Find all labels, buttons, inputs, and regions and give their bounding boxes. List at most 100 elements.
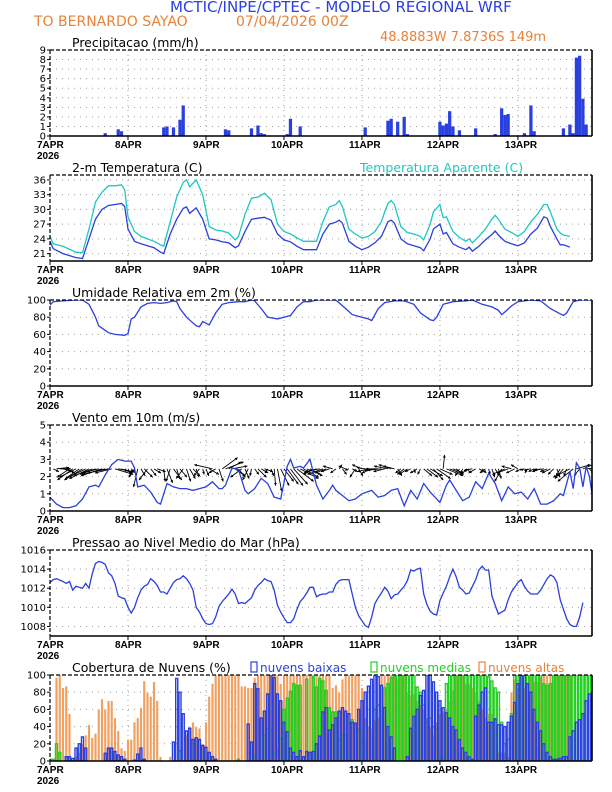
precip-bar [249,128,254,136]
wind-vector-head [435,474,439,478]
wind-vector-head [338,465,342,469]
y-tick-label: 5 [40,84,46,95]
wind-vector-head [194,463,198,467]
y-tick-label: 24 [33,234,46,245]
wind-vector-head [349,474,353,478]
x-tick-label: 12APR [427,390,460,401]
legend-label-nuvens-baixas: nuvens baixas [260,661,346,675]
wind-vector-head [184,474,187,478]
wind-vector-head [523,468,527,472]
cloud-bar-low [545,751,549,761]
y-tick-label: 60 [33,330,46,341]
cloud-bar-low [555,758,559,761]
cloud-bar-medium [545,684,549,761]
wind-vector [286,468,299,485]
y-tick-label: 33 [33,190,46,201]
x-tick-label: 8APR [115,140,142,151]
cloud-bar-low [447,717,452,761]
cloud-bar-high [126,739,130,761]
cloud-bar-high [217,675,221,761]
x-tick-label: 13APR [505,390,538,401]
cloud-bar-high [243,686,247,761]
x-tick-label: 9APR [193,640,220,651]
cloud-bar-low [522,675,527,761]
precip-bar [561,128,566,136]
cloud-bar-high [136,717,140,761]
series-group [50,300,592,336]
cloud-bar-low [67,756,72,761]
wind-vector-head [501,465,505,469]
cloud-bar-low [249,741,254,761]
cloud-bar-low [480,691,484,761]
cloud-bar-medium [50,758,52,761]
wind-vector-head [528,469,532,472]
wind-vector-head [365,467,369,471]
panel-title: Umidade Relativa em 2m (%) [72,285,256,300]
wind-vector-head [330,470,334,474]
wind-vector-head [395,470,399,474]
cloud-bar-low [103,752,107,761]
cloud-bar-high [220,675,224,761]
y-tick-label: 100 [27,296,46,307]
cloud-bar-low [564,756,569,761]
precip-bar [441,125,445,136]
cloud-bar-low [330,724,335,761]
wind-vector [194,464,213,470]
wind-vector-head [429,473,433,476]
cloud-bar-low [272,676,276,761]
cloud-bar-low [444,712,449,761]
cloud-bar-low [379,684,384,761]
wind-vector-head [263,474,267,478]
cloud-bar-medium [551,675,556,761]
precip-bar [444,123,449,136]
y-tick-label: 9 [40,46,46,57]
panel-title: Vento em 10m (m/s) [72,410,200,425]
cloud-bar-low [207,751,211,761]
y-tick-label: 1012 [21,584,46,595]
cloud-bar-low [581,713,585,761]
wind-vector [446,468,464,477]
cloud-bar-high [146,692,149,761]
y-tick-label: 36 [33,175,46,186]
wind-vector-head [520,468,524,471]
wind-vector-head [81,471,85,474]
y-tick-label: 0 [40,132,46,143]
cloud-bar-low [574,721,579,761]
wind-vector-head [464,468,467,472]
cloud-bar-high [227,675,231,761]
x-tick-label: 7APR [37,390,64,401]
cloud-bar-low [584,700,588,761]
wind-vector-head [354,469,358,472]
wind-vector-head [357,469,361,473]
wind-vector [64,468,80,480]
cloud-bar-low [181,713,185,761]
cloud-bar-medium [535,675,540,761]
precip-bar [178,119,182,136]
precip-bar [568,124,572,136]
precip-bar [581,98,585,136]
wind-vector [273,468,277,486]
cloud-bar-high [233,675,237,761]
wind-vector-head [373,465,377,468]
x-tick-label: 9APR [193,390,220,401]
cloud-bar-high [159,756,162,761]
precip-bar [529,105,533,136]
x-tick-label: 8APR [115,640,142,651]
cloud-bar-high [58,675,62,761]
cloud-bar-low [587,693,592,761]
x-tick-label: 8APR [115,265,142,276]
precip-bar [503,114,507,136]
y-tick-label: 7 [40,65,46,76]
wind-vector-head [383,465,387,469]
cloud-bar-high [64,686,68,761]
cloud-bar-high [113,717,117,761]
cloud-bar-low [123,758,127,761]
wind-vector-head [352,464,356,468]
wind-vector-head [447,475,451,479]
wind-vector-head [132,484,136,488]
panel-title: 2-m Temperatura (C) [72,160,203,175]
wind-vector-head [128,474,132,478]
x-tick-label: 7APR [37,640,64,651]
cloud-bar-high [103,709,107,761]
